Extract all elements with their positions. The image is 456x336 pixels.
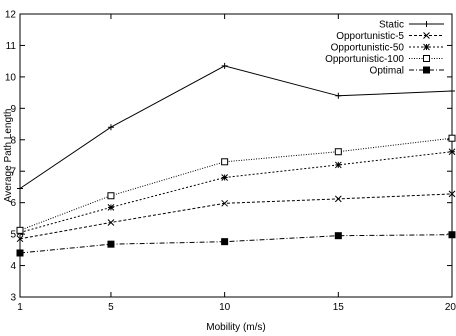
x-tick-label: 1 <box>17 302 23 313</box>
y-axis: 3 4 5 6 7 8 9 10 11 12 <box>5 10 452 304</box>
y-tick-label: 12 <box>5 10 17 21</box>
data-point <box>334 161 342 169</box>
data-point <box>16 249 24 257</box>
series-optimal <box>16 231 456 257</box>
legend: StaticOpportunistic-5Opportunistic-50Opp… <box>325 20 444 77</box>
series-line <box>19 193 453 240</box>
data-point <box>448 148 456 156</box>
x-tick-label: 5 <box>108 302 114 313</box>
data-point <box>16 235 24 243</box>
plot-frame <box>19 13 453 298</box>
data-point <box>448 190 456 198</box>
data-point <box>334 232 342 240</box>
series-opportunistic-100 <box>16 134 456 234</box>
legend-label: Opportunistic-50 <box>331 43 405 54</box>
data-point <box>221 158 229 166</box>
y-tick-label: 11 <box>6 41 17 52</box>
legend-label: Opportunistic-5 <box>336 31 404 42</box>
legend-marker <box>423 43 430 51</box>
data-point <box>107 240 115 248</box>
series-line <box>19 137 453 231</box>
data-point <box>335 92 342 99</box>
data-point <box>107 204 115 211</box>
data-point <box>449 88 455 95</box>
legend-marker <box>423 32 430 39</box>
legend-item: Opportunistic-100 <box>325 54 444 65</box>
data-point <box>17 185 23 192</box>
series-line <box>19 234 453 254</box>
x-axis-title: Mobility (m/s) <box>206 322 265 333</box>
y-tick-label: 8 <box>10 135 16 146</box>
data-point <box>107 219 115 226</box>
series-line <box>19 65 453 189</box>
y-tick-label: 9 <box>10 104 16 115</box>
legend-item: Optimal <box>370 66 444 77</box>
data-point <box>448 231 456 239</box>
data-point <box>334 195 342 203</box>
x-tick-label: 20 <box>445 302 456 313</box>
data-point <box>16 226 24 234</box>
y-tick-label: 7 <box>10 167 16 178</box>
x-tick-label: 15 <box>333 302 345 313</box>
y-tick-label: 10 <box>5 72 17 83</box>
x-axis: 1 5 10 15 20 <box>17 14 456 313</box>
data-point <box>334 148 342 156</box>
legend-marker <box>423 55 430 62</box>
data-point <box>221 199 228 207</box>
series-static <box>17 62 455 192</box>
y-axis-title: Average Path Length <box>3 109 14 203</box>
data-point <box>221 62 228 69</box>
data-point <box>221 174 228 181</box>
data-point <box>448 134 456 142</box>
legend-label: Static <box>379 20 404 31</box>
legend-label: Optimal <box>370 66 404 77</box>
legend-item: Static <box>379 20 444 31</box>
legend-marker <box>423 66 430 74</box>
y-tick-label: 5 <box>10 230 16 241</box>
data-point <box>221 238 229 246</box>
series-opportunistic-50 <box>16 148 456 236</box>
legend-item: Opportunistic-5 <box>336 31 444 42</box>
series-opportunistic-5 <box>16 190 456 243</box>
y-tick-label: 6 <box>10 198 16 209</box>
x-tick-label: 10 <box>219 302 231 313</box>
data-point <box>107 124 114 131</box>
series-layer <box>16 62 456 257</box>
y-tick-label: 3 <box>10 293 16 304</box>
legend-item: Opportunistic-50 <box>331 43 444 54</box>
legend-marker <box>423 21 430 27</box>
data-point <box>107 192 115 200</box>
legend-label: Opportunistic-100 <box>325 54 404 65</box>
series-line <box>19 151 453 233</box>
y-tick-label: 4 <box>10 261 16 272</box>
